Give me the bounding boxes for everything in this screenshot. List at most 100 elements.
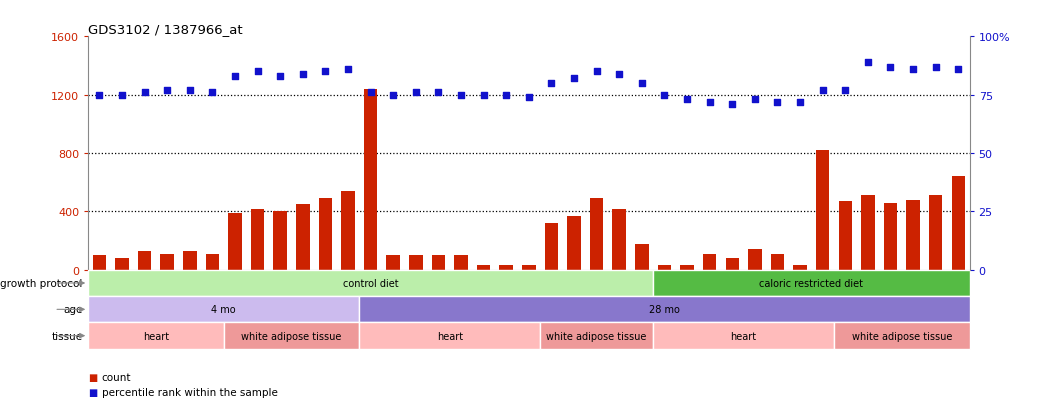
Point [159, 88, 175, 94]
Bar [431, 256, 445, 270]
Text: control diet: control diet [343, 278, 398, 288]
Point [634, 81, 650, 87]
Bar [657, 266, 671, 270]
Point [249, 69, 265, 76]
Point [340, 66, 357, 73]
Bar [138, 251, 151, 270]
Bar [906, 201, 920, 270]
Bar [748, 250, 761, 270]
Point [91, 92, 108, 99]
Point [227, 74, 244, 80]
Point [295, 71, 311, 78]
Text: heart: heart [730, 331, 757, 341]
Point [272, 74, 288, 80]
Bar [952, 176, 965, 270]
Bar [454, 256, 468, 270]
Text: ■: ■ [88, 387, 97, 397]
Bar [522, 266, 536, 270]
Bar [544, 223, 558, 270]
Text: tissue: tissue [52, 331, 83, 341]
Bar [613, 210, 626, 270]
Point [769, 99, 786, 106]
Point [701, 99, 718, 106]
Bar [205, 254, 219, 270]
Bar [635, 244, 649, 270]
Point [927, 64, 944, 71]
Point [543, 81, 560, 87]
Bar [184, 251, 197, 270]
Bar [680, 266, 694, 270]
Bar [364, 90, 377, 270]
Point [475, 92, 492, 99]
Text: GDS3102 / 1387966_at: GDS3102 / 1387966_at [88, 23, 243, 36]
Bar [770, 254, 784, 270]
Bar [567, 216, 581, 270]
Point [136, 90, 152, 96]
Text: white adipose tissue: white adipose tissue [242, 331, 342, 341]
Bar [409, 256, 423, 270]
Point [588, 69, 605, 76]
Text: white adipose tissue: white adipose tissue [851, 331, 952, 341]
Text: age: age [63, 305, 83, 315]
Bar [115, 259, 129, 270]
Point [114, 92, 131, 99]
Point [566, 76, 583, 83]
Point [656, 92, 673, 99]
Bar [228, 214, 242, 270]
Text: caloric restricted diet: caloric restricted diet [759, 278, 864, 288]
Bar [500, 266, 513, 270]
Bar [540, 323, 653, 349]
Bar [92, 256, 106, 270]
Point [498, 92, 514, 99]
Bar [834, 323, 970, 349]
Bar [861, 196, 874, 270]
Bar [161, 254, 174, 270]
Bar [297, 205, 310, 270]
Bar [88, 297, 360, 323]
Point [814, 88, 831, 94]
Text: heart: heart [143, 331, 169, 341]
Bar [816, 151, 830, 270]
Text: white adipose tissue: white adipose tissue [546, 331, 647, 341]
Bar [793, 266, 807, 270]
Point [317, 69, 334, 76]
Bar [341, 192, 355, 270]
Point [747, 97, 763, 103]
Point [679, 97, 696, 103]
Text: count: count [102, 372, 131, 382]
Point [792, 99, 809, 106]
Bar [929, 196, 943, 270]
Bar [477, 266, 491, 270]
Text: heart: heart [437, 331, 463, 341]
Bar [653, 270, 970, 297]
Bar [88, 270, 653, 297]
Bar [251, 209, 264, 270]
Bar [360, 323, 540, 349]
Text: growth protocol: growth protocol [0, 278, 83, 288]
Point [860, 59, 876, 66]
Text: 4 mo: 4 mo [212, 305, 236, 315]
Point [882, 64, 899, 71]
Text: percentile rank within the sample: percentile rank within the sample [102, 387, 278, 397]
Point [362, 90, 379, 96]
Text: ■: ■ [88, 372, 97, 382]
Bar [653, 323, 834, 349]
Bar [360, 297, 970, 323]
Point [905, 66, 922, 73]
Point [430, 90, 447, 96]
Point [408, 90, 424, 96]
Point [837, 88, 853, 94]
Bar [703, 254, 717, 270]
Point [950, 66, 966, 73]
Bar [726, 259, 739, 270]
Bar [318, 199, 332, 270]
Bar [387, 256, 400, 270]
Point [385, 92, 401, 99]
Bar [590, 199, 604, 270]
Point [204, 90, 221, 96]
Bar [274, 212, 287, 270]
Bar [224, 323, 360, 349]
Point [611, 71, 627, 78]
Point [453, 92, 470, 99]
Text: 28 mo: 28 mo [649, 305, 680, 315]
